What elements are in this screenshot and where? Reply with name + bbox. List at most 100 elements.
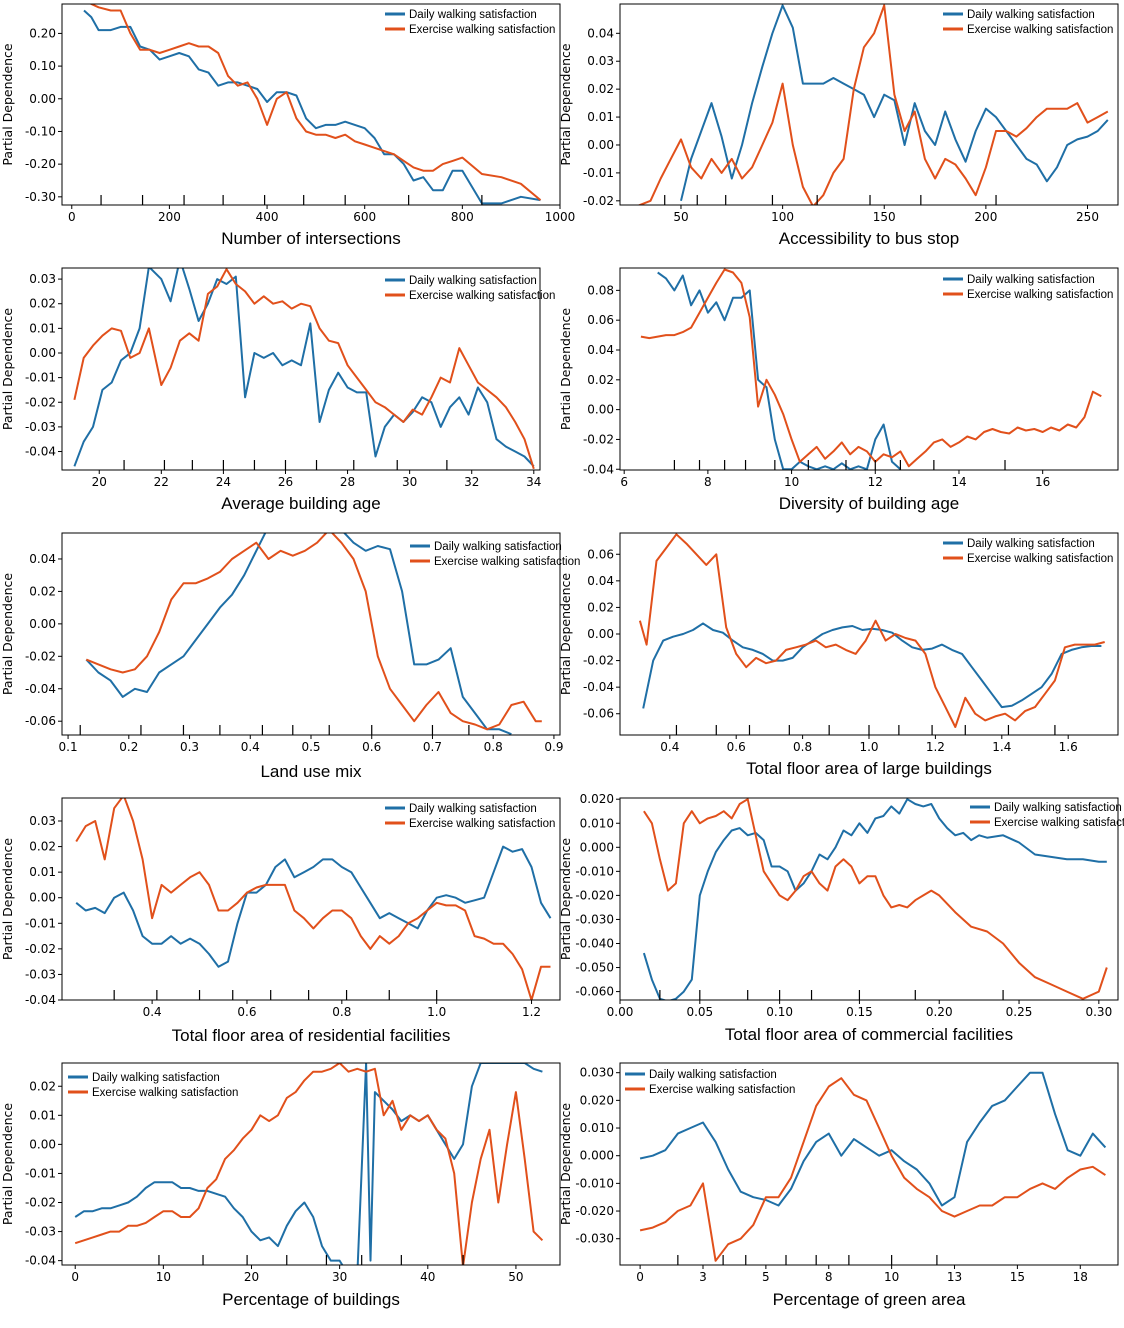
- axes-frame: [61, 1062, 561, 1266]
- x-tick-label: 0: [71, 1270, 79, 1284]
- legend-label-exercise: Exercise walking satisfaction: [994, 817, 1124, 829]
- y-axis-label: Partial Dependence: [558, 308, 573, 431]
- axes-frame: [61, 3, 561, 206]
- y-tick-label: -0.02: [25, 395, 56, 409]
- legend-label-exercise: Exercise walking satisfaction: [967, 24, 1113, 36]
- y-tick-label: 0.04: [587, 26, 614, 40]
- y-tick-label: -0.020: [575, 888, 614, 902]
- y-tick-label: -0.02: [583, 654, 614, 668]
- y-tick-label: 0.00: [587, 627, 614, 641]
- x-tick-label: 13: [947, 1270, 962, 1284]
- x-tick-label: 18: [1073, 1270, 1088, 1284]
- legend-label-exercise: Exercise walking satisfaction: [434, 556, 580, 568]
- x-tick-label: 0.5: [301, 740, 320, 754]
- axes-frame: [61, 267, 541, 471]
- x-tick-label: 10: [884, 1270, 899, 1284]
- y-tick-label: -0.01: [25, 916, 56, 930]
- y-axis-label: Partial Dependence: [0, 1103, 15, 1226]
- x-tick-label: 16: [1035, 475, 1050, 489]
- y-tick-label: 0.01: [587, 110, 614, 124]
- x-tick-label: 8: [704, 475, 712, 489]
- legend-label-exercise: Exercise walking satisfaction: [409, 818, 555, 830]
- x-tick-label: 400: [256, 210, 279, 224]
- series-line-exercise: [75, 798, 551, 1000]
- series-line-daily: [639, 1071, 1107, 1207]
- y-tick-label: -0.03: [25, 1225, 56, 1239]
- x-tick-label: 10: [784, 475, 799, 489]
- x-tick-label: 150: [873, 210, 896, 224]
- x-tick-label: 5: [762, 1270, 770, 1284]
- x-axis-label: Diversity of building age: [779, 494, 959, 513]
- y-axis-label: Partial Dependence: [0, 838, 15, 961]
- x-tick-label: 0.6: [362, 740, 381, 754]
- y-tick-label: -0.020: [575, 1204, 614, 1218]
- legend-label-exercise: Exercise walking satisfaction: [967, 289, 1113, 301]
- x-tick-label: 800: [451, 210, 474, 224]
- x-tick-label: 200: [158, 210, 181, 224]
- y-tick-label: -0.04: [25, 993, 56, 1007]
- y-tick-label: 0.03: [29, 814, 56, 828]
- x-axis-label: Accessibility to bus stop: [779, 229, 959, 248]
- y-axis-label: Partial Dependence: [0, 43, 15, 166]
- y-tick-label: -0.04: [25, 445, 56, 459]
- y-tick-label: 0.20: [29, 26, 56, 40]
- legend: Daily walking satisfaction Exercise walki…: [410, 541, 580, 568]
- y-tick-label: 0.10: [29, 59, 56, 73]
- y-tick-label: -0.02: [25, 649, 56, 663]
- legend: Daily walking satisfaction Exercise walki…: [385, 9, 555, 36]
- y-tick-label: 0.00: [29, 346, 56, 360]
- legend-label-exercise: Exercise walking satisfaction: [967, 553, 1113, 565]
- y-tick-label: 0.08: [587, 283, 614, 297]
- x-tick-label: 0.1: [59, 740, 78, 754]
- x-tick-label: 0.05: [686, 1005, 713, 1019]
- y-tick-label: -0.01: [25, 1166, 56, 1180]
- x-tick-label: 1.4: [992, 740, 1011, 754]
- y-tick-label: 0.000: [580, 840, 614, 854]
- x-tick-label: 0.8: [332, 1005, 351, 1019]
- y-axis-label: Partial Dependence: [558, 43, 573, 166]
- legend-label-daily: Daily walking satisfaction: [409, 803, 537, 815]
- legend-label-daily: Daily walking satisfaction: [967, 9, 1095, 21]
- legend-label-daily: Daily walking satisfaction: [92, 1072, 220, 1084]
- y-tick-label: -0.02: [583, 432, 614, 446]
- y-tick-label: 0.00: [29, 1137, 56, 1151]
- y-tick-label: -0.06: [583, 707, 614, 721]
- series-line-exercise: [637, 4, 1109, 205]
- y-tick-label: -0.06: [25, 714, 56, 728]
- x-tick-label: 30: [402, 475, 417, 489]
- x-tick-label: 600: [353, 210, 376, 224]
- chart-panel-9: 0 10 20 30 40 50 -0.04 -0.03 -0.02 -0.01 0.00 0.01 0…: [0, 1062, 561, 1309]
- series-line-exercise: [85, 533, 542, 731]
- y-tick-label: 0.02: [29, 584, 56, 598]
- y-tick-label: 0.02: [29, 297, 56, 311]
- y-tick-label: -0.30: [25, 190, 56, 204]
- y-tick-label: -0.030: [575, 1232, 614, 1246]
- x-tick-label: 1.2: [926, 740, 945, 754]
- chart-panel-6: 0.4 0.6 0.8 1.0 1.2 1.4 1.6 -0.06 -0.04 -0.02 0.00…: [558, 532, 1119, 778]
- x-tick-label: 0.7: [423, 740, 442, 754]
- y-tick-label: 0.02: [587, 373, 614, 387]
- x-tick-label: 0.6: [237, 1005, 256, 1019]
- x-tick-label: 3: [699, 1270, 707, 1284]
- y-tick-label: 0.03: [587, 54, 614, 68]
- legend-label-exercise: Exercise walking satisfaction: [649, 1084, 795, 1096]
- chart-panel-1: 0 200 400 600 800 1000 -0.30 -0.20 -0.10 0.00 0.10…: [0, 3, 575, 248]
- x-tick-label: 0.2: [119, 740, 138, 754]
- x-axis-label: Land use mix: [260, 762, 362, 781]
- x-tick-label: 8: [825, 1270, 833, 1284]
- legend: Daily walking satisfaction Exercise walki…: [943, 538, 1113, 565]
- legend-label-daily: Daily walking satisfaction: [967, 538, 1095, 550]
- y-tick-label: -0.04: [583, 462, 614, 476]
- x-tick-label: 0: [68, 210, 76, 224]
- y-axis-label: Partial Dependence: [558, 1103, 573, 1226]
- y-tick-label: -0.02: [25, 942, 56, 956]
- legend-label-daily: Daily walking satisfaction: [409, 9, 537, 21]
- x-tick-label: 14: [951, 475, 966, 489]
- y-tick-label: 0.06: [587, 313, 614, 327]
- x-tick-label: 1.2: [522, 1005, 541, 1019]
- x-tick-label: 0: [636, 1270, 644, 1284]
- series-line-exercise: [643, 798, 1108, 1000]
- x-tick-label: 0.4: [241, 740, 260, 754]
- legend: Daily walking satisfaction Exercise walki…: [625, 1069, 795, 1096]
